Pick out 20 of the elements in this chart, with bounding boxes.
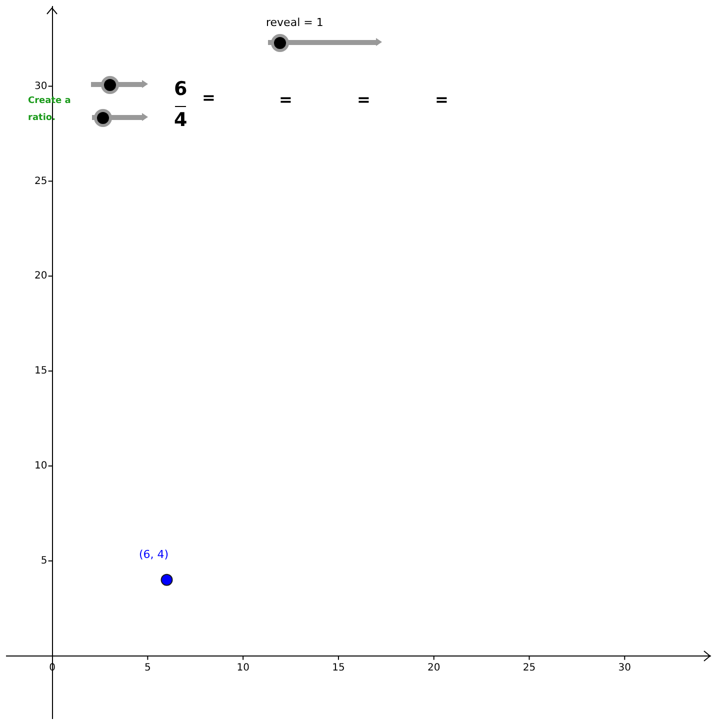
x-tick-label: 15 xyxy=(332,662,345,674)
annotation: = xyxy=(279,90,292,109)
annotation: 4 xyxy=(174,109,188,131)
y-tick-label: 15 xyxy=(34,366,48,377)
annotation: = xyxy=(202,88,216,107)
annotation: = xyxy=(435,90,448,109)
annotation: reveal = 1 xyxy=(266,16,324,29)
x-tick-label: 25 xyxy=(522,662,536,674)
y-tick-label: 30 xyxy=(34,80,48,92)
x-tick-label: 20 xyxy=(427,662,440,674)
x-tick-label: 10 xyxy=(236,662,250,674)
annotation: = xyxy=(357,90,370,109)
annotation: (6, 4) xyxy=(138,548,169,561)
annotation: 6 xyxy=(174,78,188,100)
x-tick-label: 30 xyxy=(618,662,632,674)
y-tick-label: 10 xyxy=(34,460,48,472)
x-tick-label: 5 xyxy=(144,662,151,674)
y-tick-label: 20 xyxy=(34,270,48,282)
y-tick-label: 5 xyxy=(40,556,48,567)
y-tick-label: 25 xyxy=(34,176,48,187)
